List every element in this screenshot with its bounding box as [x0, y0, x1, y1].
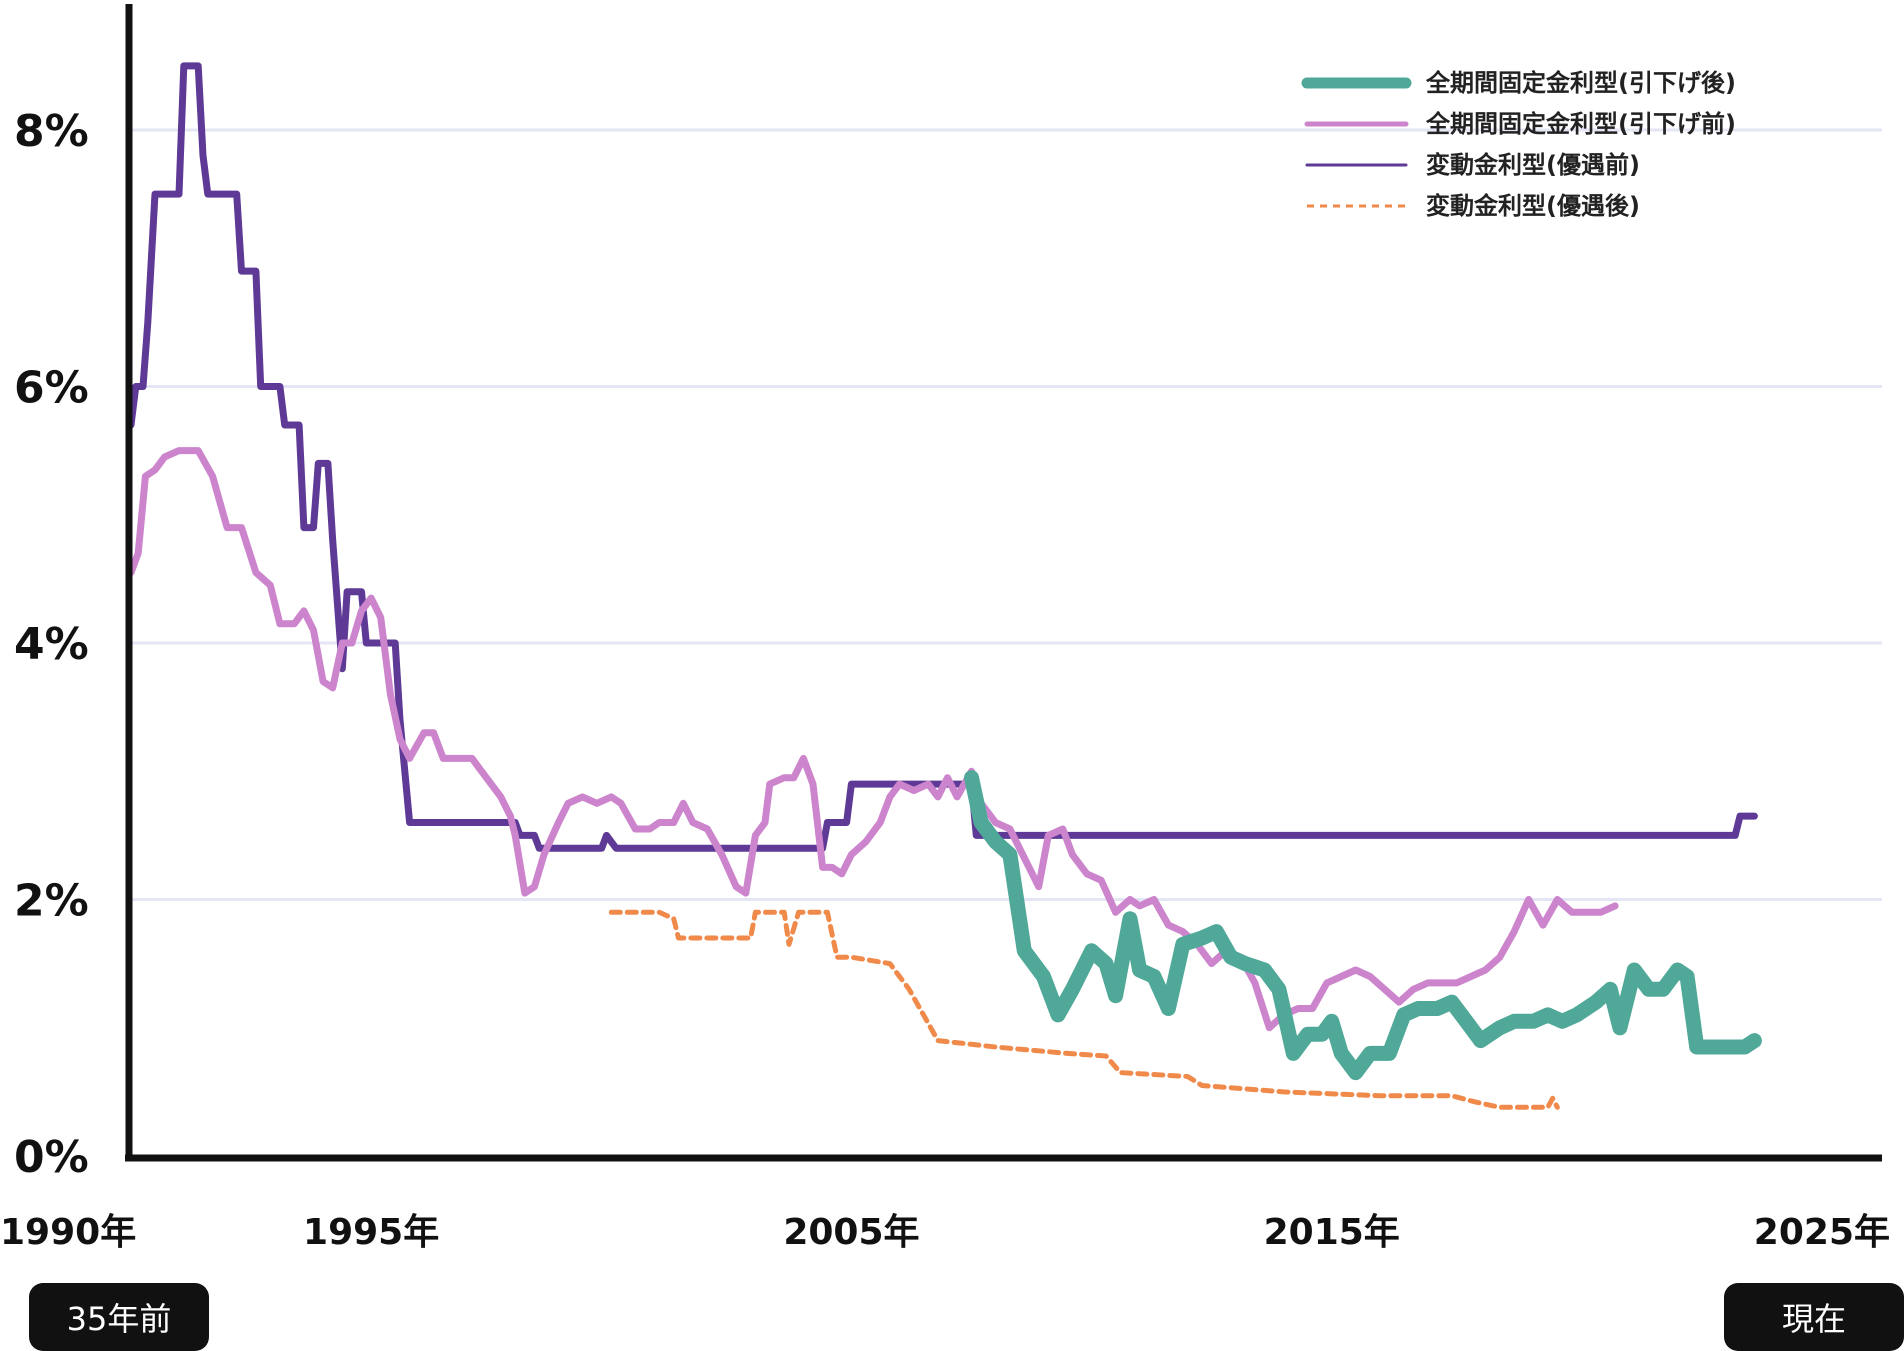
x-tick-label: 2015年 [1264, 1212, 1400, 1253]
series-line-0 [964, 770, 1762, 1081]
legend-label-1: 全期間固定金利型(引下げ前) [1425, 110, 1736, 138]
y-tick-label: 6% [14, 363, 89, 414]
series-lines [127, 62, 1762, 1110]
series-line-3 [608, 909, 1560, 1110]
x-tick-label: 2005年 [783, 1212, 919, 1253]
legend-label-3: 変動金利型(優遇後) [1426, 192, 1640, 220]
x-tick-label: 1995年 [303, 1212, 439, 1253]
series-line-1 [127, 447, 1619, 1032]
gridlines [129, 128, 1882, 901]
legend-label-2: 変動金利型(優遇前) [1426, 151, 1640, 179]
x-tick-label: 2025年 [1754, 1212, 1890, 1253]
current-period-badge: 現在 [1724, 1283, 1904, 1351]
x-tick-label: 1990年 [0, 1212, 136, 1253]
y-tick-label: 8% [14, 106, 89, 157]
y-axis-ticks: 0% 2% 4% 6% 8% [14, 106, 89, 1183]
x-axis-ticks: 1990年 1995年 2005年 2015年 2025年 [0, 1212, 1890, 1253]
series-line-2 [127, 62, 1758, 852]
y-tick-label: 4% [14, 619, 89, 670]
start-period-badge: 35年前 [29, 1283, 209, 1351]
y-tick-label: 0% [14, 1132, 89, 1183]
legend: 全期間固定金利型(引下げ後) 全期間固定金利型(引下げ前) 変動金利型(優遇前) 変動… [1301, 69, 1736, 220]
y-tick-label: 2% [14, 876, 89, 927]
legend-label-0: 全期間固定金利型(引下げ後) [1425, 69, 1736, 97]
